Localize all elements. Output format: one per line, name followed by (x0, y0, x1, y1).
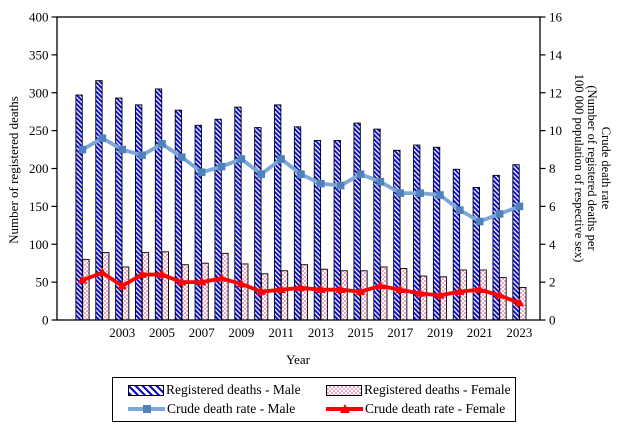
svg-text:150: 150 (29, 199, 49, 214)
svg-text:14: 14 (549, 47, 563, 62)
legend-item-crude-death-rate-male: Crude death rate - Male (128, 401, 326, 417)
svg-text:2019: 2019 (427, 325, 453, 340)
svg-text:2005: 2005 (149, 325, 175, 340)
svg-text:300: 300 (29, 85, 49, 100)
svg-text:350: 350 (29, 47, 49, 62)
svg-text:0: 0 (549, 313, 556, 328)
svg-text:16: 16 (549, 10, 563, 25)
svg-text:2011: 2011 (268, 325, 294, 340)
x-axis-title: Year (286, 352, 310, 367)
svg-text:4: 4 (549, 237, 556, 252)
svg-text:2: 2 (549, 275, 556, 290)
left-axis-title: Number of registered deaths (6, 96, 21, 244)
legend-item-crude-death-rate-female: Crude death rate - Female (326, 401, 515, 417)
svg-text:100: 100 (29, 237, 49, 252)
svg-text:400: 400 (29, 10, 49, 25)
svg-text:2003: 2003 (109, 325, 135, 340)
svg-text:2009: 2009 (228, 325, 254, 340)
legend-label: Crude death rate - Male (167, 401, 296, 416)
svg-text:2017: 2017 (387, 325, 414, 340)
svg-text:0: 0 (42, 313, 49, 328)
right-axis-title: Crude death rate (Number of registered d… (572, 58, 613, 278)
right-axis-title-line2: (Number of registered deaths per (585, 85, 600, 251)
legend-label: Registered deaths - Female (364, 382, 511, 397)
svg-text:10: 10 (549, 123, 562, 138)
right-axis-title-line1: Crude death rate (599, 126, 613, 210)
legend-label: Registered deaths - Male (166, 382, 301, 397)
chart-legend: Registered deaths - Male Registered deat… (112, 377, 516, 422)
svg-text:50: 50 (36, 275, 49, 290)
svg-text:2015: 2015 (348, 325, 374, 340)
male-line-swatch-icon (128, 405, 165, 413)
svg-text:2007: 2007 (189, 325, 216, 340)
square-marker-icon (142, 405, 151, 413)
triangle-marker-icon (339, 403, 350, 413)
male-bars-swatch-icon (128, 384, 164, 396)
female-bars-swatch-icon (326, 384, 362, 396)
female-line-swatch-icon (326, 403, 363, 413)
svg-text:200: 200 (29, 161, 49, 176)
right-axis-title-line3: 100 000 population of respective sex) (572, 73, 586, 263)
svg-text:2013: 2013 (308, 325, 334, 340)
legend-item-registered-deaths-male: Registered deaths - Male (128, 382, 326, 398)
svg-text:2023: 2023 (506, 325, 532, 340)
svg-text:250: 250 (29, 123, 49, 138)
svg-text:2021: 2021 (467, 325, 493, 340)
svg-text:12: 12 (549, 85, 562, 100)
svg-text:6: 6 (549, 199, 556, 214)
legend-label: Crude death rate - Female (365, 401, 506, 416)
svg-text:8: 8 (549, 161, 556, 176)
legend-item-registered-deaths-female: Registered deaths - Female (326, 382, 515, 398)
